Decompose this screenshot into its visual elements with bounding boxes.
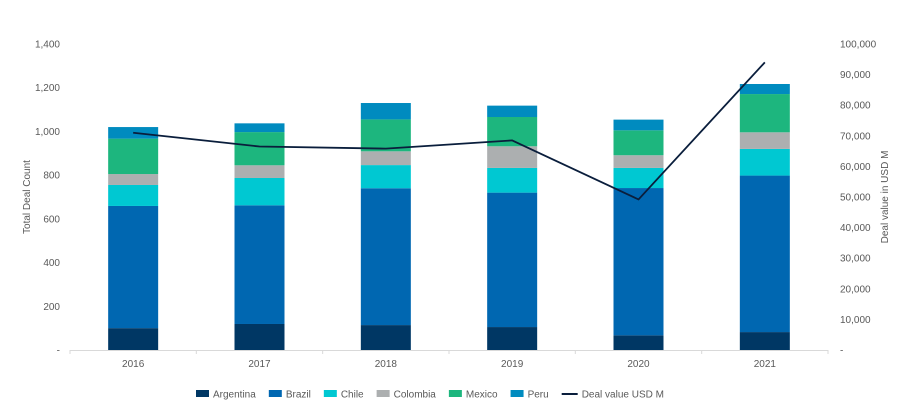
y2-tick-label: 50,000 bbox=[840, 193, 871, 204]
bar-chile-2017 bbox=[234, 177, 285, 206]
legend-swatch-mexico bbox=[448, 390, 462, 397]
x-tick-label: 2016 bbox=[122, 359, 145, 370]
y-tick-label: 1,000 bbox=[35, 127, 60, 138]
y2-tick-label: 80,000 bbox=[840, 101, 871, 112]
y-tick-label: 1,400 bbox=[35, 40, 60, 51]
bar-chile-2021 bbox=[739, 148, 790, 176]
legend-swatch-peru bbox=[510, 390, 524, 397]
bar-chile-2016 bbox=[108, 184, 159, 206]
bar-brazil-2016 bbox=[108, 205, 159, 329]
y-tick-label: - bbox=[57, 346, 60, 357]
y2-tick-label: 70,000 bbox=[840, 131, 871, 142]
bar-colombia-2021 bbox=[739, 132, 790, 149]
y2-tick-label: 60,000 bbox=[840, 162, 871, 173]
bar-brazil-2021 bbox=[739, 175, 790, 333]
bar-colombia-2018 bbox=[360, 151, 411, 166]
bar-chile-2019 bbox=[487, 167, 538, 193]
y-tick-label: 800 bbox=[43, 171, 60, 182]
bar-mexico-2020 bbox=[613, 130, 664, 156]
x-tick-label: 2020 bbox=[627, 359, 650, 370]
bar-mexico-2021 bbox=[739, 94, 790, 133]
y2-tick-label: 100,000 bbox=[840, 40, 877, 51]
bar-peru-2017 bbox=[234, 123, 285, 133]
bar-brazil-2018 bbox=[360, 188, 411, 326]
legend-label-deal-value: Deal value USD M bbox=[582, 390, 664, 401]
bar-peru-2019 bbox=[487, 105, 538, 118]
x-tick-label: 2017 bbox=[248, 359, 271, 370]
bar-chile-2018 bbox=[360, 165, 411, 189]
y2-tick-label: 30,000 bbox=[840, 254, 871, 265]
bar-colombia-2020 bbox=[613, 155, 664, 168]
bar-mexico-2016 bbox=[108, 138, 159, 175]
legend-label-mexico: Mexico bbox=[466, 390, 498, 401]
bar-colombia-2017 bbox=[234, 165, 285, 178]
legend-swatch-colombia bbox=[376, 390, 390, 397]
legend-swatch-argentina bbox=[196, 390, 209, 397]
bar-argentina-2020 bbox=[613, 335, 664, 350]
y-tick-label: 1,200 bbox=[35, 83, 60, 94]
legend-label-brazil: Brazil bbox=[286, 390, 311, 401]
bar-colombia-2019 bbox=[487, 146, 538, 168]
bar-argentina-2018 bbox=[360, 325, 411, 350]
y-tick-label: 400 bbox=[43, 258, 60, 269]
bar-chile-2020 bbox=[613, 167, 664, 189]
y2-tick-label: 90,000 bbox=[840, 70, 871, 81]
bar-mexico-2017 bbox=[234, 132, 285, 166]
bar-peru-2020 bbox=[613, 119, 664, 131]
bar-peru-2018 bbox=[360, 103, 411, 120]
bar-argentina-2016 bbox=[108, 328, 159, 350]
deal-value-line bbox=[133, 61, 766, 201]
y2-axis-title: Deal value in USD M bbox=[880, 151, 891, 244]
legend-label-argentina: Argentina bbox=[213, 390, 256, 401]
bar-colombia-2016 bbox=[108, 174, 159, 185]
legend-label-chile: Chile bbox=[341, 390, 364, 401]
bar-argentina-2021 bbox=[739, 332, 790, 350]
y-tick-label: 600 bbox=[43, 214, 60, 225]
bar-brazil-2019 bbox=[487, 192, 538, 328]
bar-argentina-2019 bbox=[487, 327, 538, 350]
bar-brazil-2017 bbox=[234, 205, 285, 324]
bar-mexico-2018 bbox=[360, 119, 411, 152]
legend-label-peru: Peru bbox=[528, 390, 549, 401]
y2-tick-label: 40,000 bbox=[840, 223, 871, 234]
y-axis-title: Total Deal Count bbox=[22, 160, 33, 234]
y2-tick-label: - bbox=[840, 346, 843, 357]
x-tick-label: 2019 bbox=[501, 359, 524, 370]
legend-swatch-brazil bbox=[268, 390, 282, 397]
bar-peru-2021 bbox=[739, 83, 790, 95]
y-tick-label: 200 bbox=[43, 302, 60, 313]
bar-argentina-2017 bbox=[234, 323, 285, 350]
x-tick-label: 2021 bbox=[754, 359, 777, 370]
y2-tick-label: 10,000 bbox=[840, 315, 871, 326]
legend-swatch-chile bbox=[323, 390, 337, 397]
y2-tick-label: 20,000 bbox=[840, 284, 871, 295]
legend-label-colombia: Colombia bbox=[394, 390, 437, 401]
bar-brazil-2020 bbox=[613, 188, 664, 336]
x-tick-label: 2018 bbox=[375, 359, 398, 370]
